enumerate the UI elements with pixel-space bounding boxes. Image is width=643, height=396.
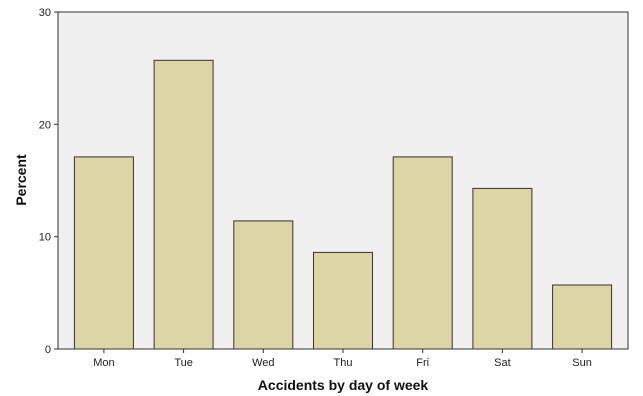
y-tick-label: 20 xyxy=(39,119,51,131)
x-tick-label: Fri xyxy=(416,357,429,369)
x-tick-label: Mon xyxy=(93,357,114,369)
bar-wed xyxy=(233,220,294,350)
y-tick-label: 10 xyxy=(39,232,51,244)
x-tick-label: Sun xyxy=(572,357,592,369)
x-tick-label: Wed xyxy=(252,357,274,369)
x-tick-label: Tue xyxy=(174,357,193,369)
x-axis: Mon Tue Wed Thu Fri Sat Sun xyxy=(93,349,592,369)
y-axis: 0 10 20 30 xyxy=(39,7,58,356)
bar-sun xyxy=(552,284,613,350)
x-tick-label: Thu xyxy=(334,357,353,369)
y-tick-label: 30 xyxy=(39,7,51,19)
bars-group xyxy=(73,59,613,350)
x-tick-label: Sat xyxy=(494,357,511,369)
bar-sat xyxy=(472,187,533,350)
bar-thu xyxy=(313,251,373,350)
x-axis-title: Accidents by day of week xyxy=(258,377,429,393)
bar-mon xyxy=(73,156,134,350)
bar-fri xyxy=(392,156,453,350)
y-tick-label: 0 xyxy=(45,344,51,356)
bar-tue xyxy=(153,59,214,350)
y-axis-title: Percent xyxy=(13,154,29,206)
